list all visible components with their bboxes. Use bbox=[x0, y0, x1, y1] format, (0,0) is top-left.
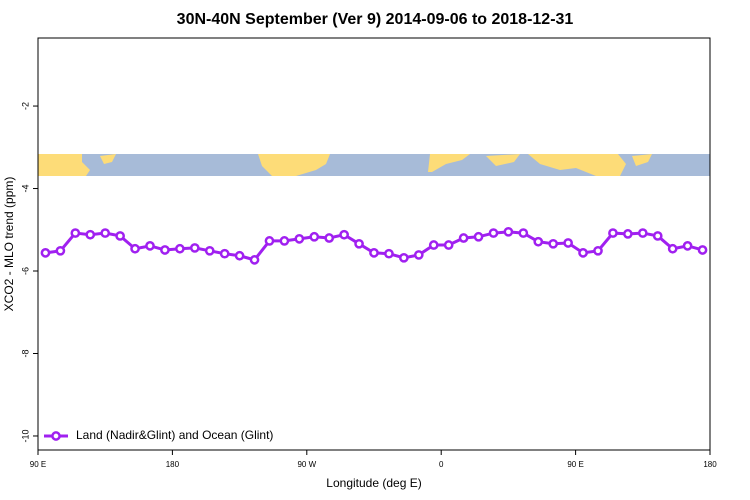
legend-marker bbox=[51, 431, 61, 441]
x-tick-label: 90 E bbox=[30, 460, 46, 469]
point bbox=[219, 248, 230, 259]
point bbox=[563, 238, 573, 248]
x-tick-label: 180 bbox=[166, 460, 180, 469]
point bbox=[234, 250, 245, 261]
point bbox=[443, 240, 454, 250]
y-tick-label: -6 bbox=[20, 267, 30, 275]
point bbox=[578, 248, 588, 258]
point bbox=[593, 245, 603, 256]
y-tick-label: -2 bbox=[20, 102, 30, 110]
point bbox=[652, 231, 663, 241]
point bbox=[115, 231, 125, 241]
point bbox=[637, 228, 648, 238]
point bbox=[354, 238, 364, 249]
point bbox=[279, 236, 290, 246]
point bbox=[294, 233, 305, 244]
point bbox=[85, 229, 96, 240]
point bbox=[518, 228, 529, 238]
x-tick-label: 90 W bbox=[297, 460, 316, 469]
point bbox=[533, 236, 544, 247]
point bbox=[428, 240, 439, 250]
y-axis-label: XCO2 - MLO trend (ppm) bbox=[2, 177, 16, 312]
point bbox=[160, 245, 170, 255]
point bbox=[175, 243, 185, 254]
point bbox=[623, 229, 633, 239]
point bbox=[369, 248, 379, 258]
point bbox=[473, 231, 484, 242]
point bbox=[608, 228, 618, 238]
point bbox=[503, 226, 514, 237]
point bbox=[399, 252, 409, 263]
point bbox=[189, 243, 200, 253]
point bbox=[548, 238, 559, 249]
point bbox=[697, 245, 708, 255]
x-tick-label: 0 bbox=[439, 460, 444, 469]
x-axis-label: Longitude (deg E) bbox=[326, 476, 421, 490]
point bbox=[130, 243, 140, 254]
point bbox=[40, 248, 51, 258]
x-tick-label: 90 E bbox=[567, 460, 583, 469]
legend-label: Land (Nadir&Glint) and Ocean (Glint) bbox=[76, 428, 273, 442]
y-tick-label: -8 bbox=[20, 349, 30, 357]
point bbox=[667, 243, 678, 254]
point bbox=[204, 245, 215, 256]
point bbox=[100, 228, 111, 238]
point bbox=[458, 233, 469, 243]
plot-frame bbox=[37, 37, 711, 451]
point bbox=[264, 236, 275, 246]
point bbox=[249, 255, 260, 265]
point bbox=[682, 241, 693, 251]
point bbox=[70, 228, 81, 238]
y-tick-label: -10 bbox=[20, 429, 30, 442]
point bbox=[339, 229, 349, 240]
point bbox=[145, 241, 155, 251]
map-strip bbox=[38, 154, 710, 176]
y-tick-label: -4 bbox=[20, 185, 30, 193]
chart-title: 30N-40N September (Ver 9) 2014-09-06 to … bbox=[177, 11, 574, 28]
point bbox=[55, 245, 66, 256]
point bbox=[413, 250, 424, 260]
point bbox=[309, 231, 320, 242]
x-tick-label: 180 bbox=[703, 460, 717, 469]
point bbox=[488, 228, 499, 238]
point bbox=[384, 248, 394, 259]
point bbox=[324, 233, 335, 243]
